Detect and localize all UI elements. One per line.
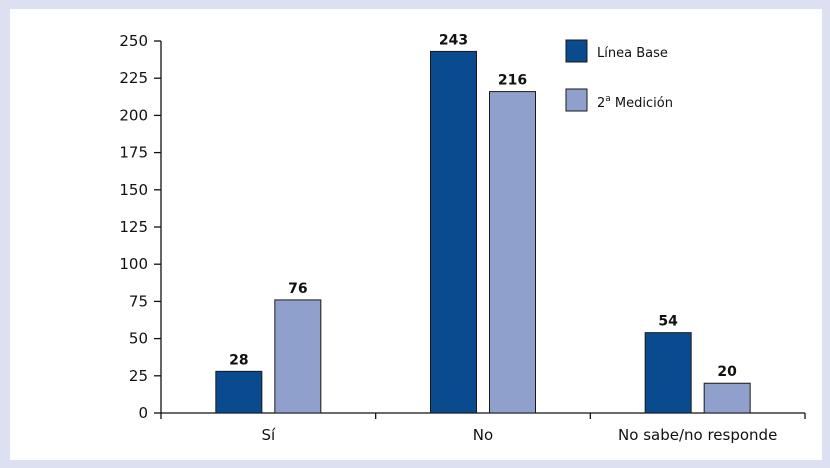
y-tick-label: 100 (119, 255, 148, 273)
y-tick-label: 225 (119, 69, 148, 87)
y-tick-label: 25 (129, 367, 148, 385)
bar (274, 299, 322, 414)
y-tick-label: 75 (129, 292, 148, 310)
legend-label-2a-medicion: 2a Medición (597, 94, 673, 111)
data-labels: 28 76 243 216 54 20 (229, 32, 737, 380)
category-label: Sí (261, 426, 276, 444)
y-tick-label: 0 (138, 404, 148, 422)
chart-panel: 0 25 50 75 100 125 150 175 200 225 250 28 76 243 216 5… (10, 9, 822, 460)
bar (644, 332, 692, 414)
bars (215, 50, 751, 414)
y-axis: 0 25 50 75 100 125 150 175 200 225 250 (119, 32, 162, 422)
data-label: 243 (439, 32, 468, 48)
bar (215, 370, 263, 414)
bar-chart: 0 25 50 75 100 125 150 175 200 225 250 28 76 243 216 5… (119, 32, 806, 444)
legend-swatch-linea-base (565, 39, 588, 63)
legend: Línea Base 2a Medición (565, 39, 673, 112)
y-tick-label: 200 (119, 106, 148, 124)
bar (489, 91, 536, 414)
data-label: 28 (229, 352, 248, 368)
data-label: 54 (658, 314, 678, 330)
legend-swatch-2a-medicion (565, 88, 588, 112)
y-tick-label: 125 (119, 218, 148, 236)
data-label: 76 (288, 281, 307, 297)
data-label: 216 (498, 73, 527, 89)
bar (430, 50, 477, 414)
bar (703, 382, 751, 414)
y-tick-label: 150 (119, 181, 148, 199)
category-label: No sabe/no responde (618, 426, 777, 444)
category-labels: Sí No No sabe/no responde (261, 426, 777, 444)
category-label: No (473, 426, 493, 444)
x-axis (160, 412, 806, 419)
y-tick-label: 50 (129, 330, 148, 348)
data-label: 20 (717, 364, 737, 380)
y-tick-label: 250 (119, 32, 148, 50)
y-tick-label: 175 (119, 144, 148, 162)
legend-label-linea-base: Línea Base (597, 46, 668, 61)
